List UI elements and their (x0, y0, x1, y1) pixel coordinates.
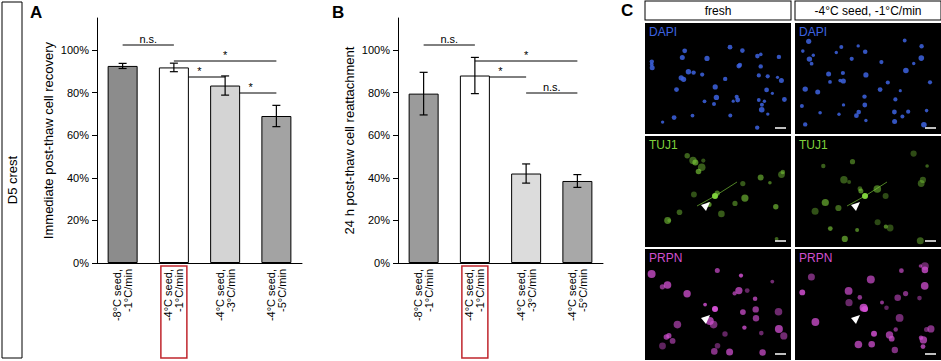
svg-text:*: * (524, 49, 529, 61)
svg-text:*: * (223, 49, 228, 61)
svg-text:DAPI: DAPI (799, 25, 827, 39)
svg-text:TUJ1: TUJ1 (799, 138, 828, 152)
svg-text:-4°C seed,: -4°C seed, (162, 269, 175, 322)
svg-text:B: B (332, 3, 344, 22)
svg-text:DAPI: DAPI (649, 25, 677, 39)
svg-text:-1°C/min: -1°C/min (474, 269, 486, 312)
svg-text:-4°C seed,: -4°C seed, (213, 269, 226, 322)
svg-text:*: * (197, 65, 202, 77)
svg-text:100%: 100% (362, 44, 390, 56)
svg-text:60%: 60% (368, 129, 390, 141)
svg-text:-8°C seed,: -8°C seed, (111, 269, 124, 322)
svg-text:-5°C/min: -5°C/min (577, 269, 589, 312)
svg-text:n.s.: n.s. (543, 81, 561, 93)
svg-text:*: * (249, 81, 254, 93)
svg-text:40%: 40% (67, 172, 89, 184)
svg-text:*: * (498, 65, 503, 77)
svg-text:0%: 0% (374, 257, 390, 269)
svg-text:-3°C/min: -3°C/min (225, 269, 237, 312)
svg-text:TUJ1: TUJ1 (649, 138, 678, 152)
svg-text:-8°C seed,: -8°C seed, (412, 269, 425, 322)
svg-text:PRPN: PRPN (649, 251, 682, 265)
svg-text:D5 crest: D5 crest (5, 155, 20, 204)
svg-text:-3°C/min: -3°C/min (526, 269, 538, 312)
svg-text:-4°C seed,: -4°C seed, (264, 269, 277, 322)
svg-text:fresh: fresh (705, 4, 732, 18)
svg-text:20%: 20% (368, 214, 390, 226)
svg-text:-5°C/min: -5°C/min (276, 269, 288, 312)
svg-text:Immediate post-thaw cell recov: Immediate post-thaw cell recovery (41, 41, 56, 239)
svg-text:-1°C/min: -1°C/min (173, 269, 185, 312)
svg-text:PRPN: PRPN (799, 251, 832, 265)
svg-text:n.s.: n.s. (440, 33, 458, 45)
svg-text:-4°C seed,: -4°C seed, (565, 269, 578, 322)
svg-text:-4°C seed, -1°C/min: -4°C seed, -1°C/min (815, 4, 922, 18)
svg-text:80%: 80% (368, 87, 390, 99)
svg-text:C: C (621, 1, 633, 20)
svg-text:100%: 100% (61, 44, 89, 56)
svg-text:-1°C/min: -1°C/min (423, 269, 435, 312)
svg-text:n.s.: n.s. (139, 33, 157, 45)
svg-text:24 h post-thaw cell reattachme: 24 h post-thaw cell reattachment (342, 46, 357, 234)
svg-text:20%: 20% (67, 214, 89, 226)
svg-text:-4°C seed,: -4°C seed, (514, 269, 527, 322)
svg-text:80%: 80% (67, 87, 89, 99)
svg-text:60%: 60% (67, 129, 89, 141)
svg-text:0%: 0% (73, 257, 89, 269)
svg-text:A: A (30, 3, 42, 22)
svg-text:-1°C/min: -1°C/min (122, 269, 134, 312)
svg-text:-4°C seed,: -4°C seed, (463, 269, 476, 322)
svg-text:40%: 40% (368, 172, 390, 184)
